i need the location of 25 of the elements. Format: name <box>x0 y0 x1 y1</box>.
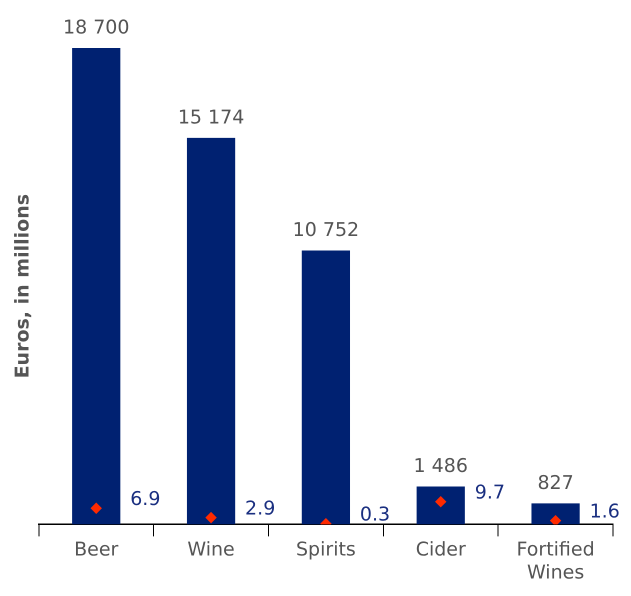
data-label: 6.9 <box>130 488 160 510</box>
x-tick-label: Spirits <box>296 538 356 561</box>
bar <box>186 138 236 524</box>
point <box>90 502 102 514</box>
bar <box>72 48 120 524</box>
y-axis-title: Euros, in millions <box>11 194 34 378</box>
data-label: 1.6 <box>590 500 620 523</box>
point <box>435 496 446 508</box>
bar <box>416 486 465 524</box>
data-label: 18 700 <box>62 16 130 38</box>
point <box>550 515 562 524</box>
data-label: 9.7 <box>474 482 505 504</box>
point <box>206 512 217 524</box>
data-label: 2.9 <box>245 498 276 520</box>
x-tick-label: Wine <box>187 538 235 561</box>
bar <box>531 503 580 524</box>
data-label: 0.3 <box>360 504 390 526</box>
data-label: 1 486 <box>414 454 468 477</box>
x-tick-label: Beer <box>74 538 119 561</box>
x-tick-label: Cider <box>416 538 466 561</box>
x-tick-label: Fortified Wines <box>516 538 595 584</box>
data-label: 827 <box>537 472 574 494</box>
bar <box>302 250 350 524</box>
data-label: 10 752 <box>292 218 360 241</box>
data-label: 15 174 <box>178 106 244 128</box>
